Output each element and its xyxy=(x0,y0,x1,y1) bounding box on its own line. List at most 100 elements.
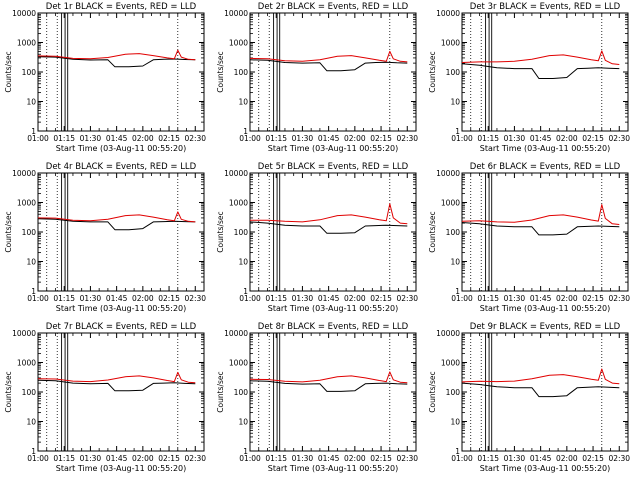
y-tick-label: 10 xyxy=(450,258,460,267)
x-tick-label: 02:00 xyxy=(344,454,366,463)
y-tick-label: 100 xyxy=(22,228,37,237)
panel-title: Det 1r BLACK = Events, RED = LLD xyxy=(46,2,197,12)
x-tick-label: 01:45 xyxy=(318,134,340,143)
x-tick-label: 01:00 xyxy=(239,294,261,303)
x-tick-label: 01:30 xyxy=(504,134,526,143)
y-axis-label: Counts/sec xyxy=(216,211,225,252)
x-tick-label: 01:15 xyxy=(477,454,499,463)
y-tick-label: 1000 xyxy=(229,39,248,48)
x-tick-label: 01:15 xyxy=(477,294,499,303)
x-axis-label: Start Time (03-Aug-11 00:55:20) xyxy=(56,464,187,473)
y-tick-label: 1 xyxy=(455,447,460,456)
panel-det-5: Det 5r BLACK = Events, RED = LLD 1 10 100 10… xyxy=(216,162,418,313)
y-tick-label: 10 xyxy=(450,98,460,107)
y-tick-label: 1000 xyxy=(229,359,248,368)
x-tick-label: 01:30 xyxy=(80,134,102,143)
series-lld-line xyxy=(37,211,196,223)
series-events-line xyxy=(461,382,620,398)
panel-title: Det 4r BLACK = Events, RED = LLD xyxy=(46,162,197,172)
y-tick-label: 10000 xyxy=(12,329,36,338)
x-tick-label: 01:30 xyxy=(292,294,314,303)
panel-title: Det 2r BLACK = Events, RED = LLD xyxy=(258,2,409,12)
x-tick-label: 02:15 xyxy=(158,454,180,463)
x-tick-label: 01:45 xyxy=(106,134,128,143)
y-axis-label: Counts/sec xyxy=(4,51,13,92)
y-axis-label: Counts/sec xyxy=(216,51,225,92)
x-tick-label: 02:00 xyxy=(344,134,366,143)
x-tick-label: 02:15 xyxy=(158,134,180,143)
series-lld-line xyxy=(461,368,620,385)
y-tick-label: 1000 xyxy=(17,359,36,368)
y-tick-label: 1 xyxy=(455,127,460,136)
x-axis-label: Start Time (03-Aug-11 00:55:20) xyxy=(268,144,399,153)
series-events-line xyxy=(249,221,408,234)
x-tick-label: 02:30 xyxy=(184,454,206,463)
y-tick-label: 1000 xyxy=(17,199,36,208)
x-tick-label: 01:00 xyxy=(239,454,261,463)
y-tick-label: 1 xyxy=(31,447,36,456)
y-tick-label: 1000 xyxy=(441,199,460,208)
series-lld-line xyxy=(461,204,620,225)
y-tick-label: 10 xyxy=(26,418,36,427)
x-tick-label: 02:30 xyxy=(184,294,206,303)
y-tick-label: 10 xyxy=(26,258,36,267)
y-tick-label: 10000 xyxy=(436,329,460,338)
x-axis-label: Start Time (03-Aug-11 00:55:20) xyxy=(268,304,399,313)
x-axis-label: Start Time (03-Aug-11 00:55:20) xyxy=(480,144,611,153)
series-events-line xyxy=(461,63,620,79)
x-tick-label: 02:30 xyxy=(608,454,630,463)
y-tick-label: 10 xyxy=(238,98,248,107)
x-tick-label: 01:45 xyxy=(106,454,128,463)
y-tick-label: 10000 xyxy=(224,169,248,178)
series-lld-line xyxy=(461,50,620,65)
y-tick-label: 100 xyxy=(22,388,37,397)
y-tick-label: 1 xyxy=(31,127,36,136)
x-tick-label: 02:00 xyxy=(132,134,154,143)
x-axis-label: Start Time (03-Aug-11 00:55:20) xyxy=(268,464,399,473)
panel-title: Det 8r BLACK = Events, RED = LLD xyxy=(258,322,409,332)
x-tick-label: 01:15 xyxy=(53,454,75,463)
y-tick-label: 100 xyxy=(234,388,249,397)
x-tick-label: 01:45 xyxy=(318,294,340,303)
x-tick-label: 02:15 xyxy=(158,294,180,303)
x-tick-label: 02:00 xyxy=(132,294,154,303)
y-tick-label: 1000 xyxy=(229,199,248,208)
y-tick-label: 10000 xyxy=(224,329,248,338)
x-tick-label: 02:00 xyxy=(556,134,578,143)
x-tick-label: 01:30 xyxy=(292,134,314,143)
panel-det-7: Det 7r BLACK = Events, RED = LLD 1 10 100 10… xyxy=(4,322,206,473)
y-tick-label: 100 xyxy=(22,68,37,77)
x-tick-label: 02:00 xyxy=(556,454,578,463)
panel-title: Det 5r BLACK = Events, RED = LLD xyxy=(258,162,409,172)
x-tick-label: 01:45 xyxy=(318,454,340,463)
y-tick-label: 100 xyxy=(446,68,461,77)
x-tick-label: 02:30 xyxy=(608,134,630,143)
x-tick-label: 01:30 xyxy=(504,294,526,303)
x-tick-label: 01:45 xyxy=(530,134,552,143)
panel-title: Det 7r BLACK = Events, RED = LLD xyxy=(46,322,197,332)
y-tick-label: 100 xyxy=(446,388,461,397)
x-tick-label: 01:30 xyxy=(80,454,102,463)
series-lld-line xyxy=(249,50,408,63)
y-tick-label: 1000 xyxy=(441,359,460,368)
panel-title: Det 6r BLACK = Events, RED = LLD xyxy=(470,162,621,172)
series-events-line xyxy=(37,379,196,392)
panel-det-3: Det 3r BLACK = Events, RED = LLD 1 10 100 10… xyxy=(428,2,630,153)
x-axis-label: Start Time (03-Aug-11 00:55:20) xyxy=(480,304,611,313)
x-tick-label: 01:00 xyxy=(27,454,49,463)
x-tick-label: 01:15 xyxy=(265,134,287,143)
y-tick-label: 10000 xyxy=(12,9,36,18)
x-tick-label: 02:30 xyxy=(608,294,630,303)
x-tick-label: 01:15 xyxy=(53,134,75,143)
panel-det-9: Det 9r BLACK = Events, RED = LLD 1 10 100 10… xyxy=(428,322,630,473)
x-tick-label: 01:30 xyxy=(504,454,526,463)
x-tick-label: 02:00 xyxy=(344,294,366,303)
series-events-line xyxy=(249,380,408,392)
y-axis-label: Counts/sec xyxy=(4,211,13,252)
y-tick-label: 1 xyxy=(243,127,248,136)
panel-det-2: Det 2r BLACK = Events, RED = LLD 1 10 100 10… xyxy=(216,2,418,153)
x-tick-label: 02:30 xyxy=(184,134,206,143)
x-tick-label: 01:00 xyxy=(27,134,49,143)
